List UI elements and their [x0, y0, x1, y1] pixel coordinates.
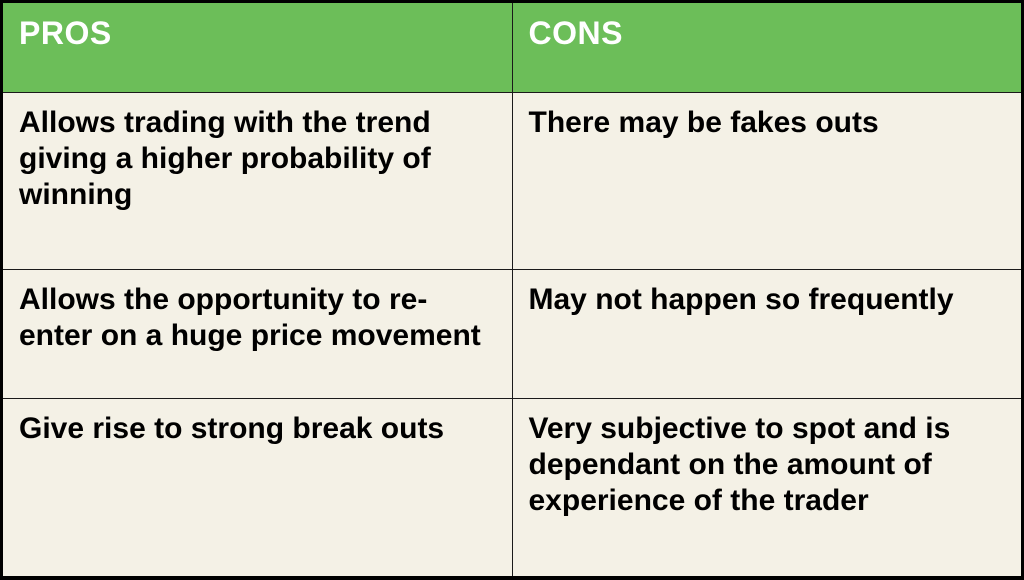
table-header-row: PROS CONS	[2, 2, 1023, 93]
cell-cons: Very subjective to spot and is dependant…	[512, 399, 1023, 578]
cell-cons: May not happen so frequently	[512, 270, 1023, 399]
cell-cons: There may be fakes outs	[512, 93, 1023, 270]
table-row: Allows trading with the trend giving a h…	[2, 93, 1023, 270]
pros-cons-table: PROS CONS Allows trading with the trend …	[0, 0, 1024, 580]
cell-pros: Allows trading with the trend giving a h…	[2, 93, 513, 270]
col-header-cons: CONS	[512, 2, 1023, 93]
cell-pros: Allows the opportunity to re-enter on a …	[2, 270, 513, 399]
cell-pros: Give rise to strong break outs	[2, 399, 513, 578]
col-header-pros: PROS	[2, 2, 513, 93]
table-row: Give rise to strong break outs Very subj…	[2, 399, 1023, 578]
table-row: Allows the opportunity to re-enter on a …	[2, 270, 1023, 399]
